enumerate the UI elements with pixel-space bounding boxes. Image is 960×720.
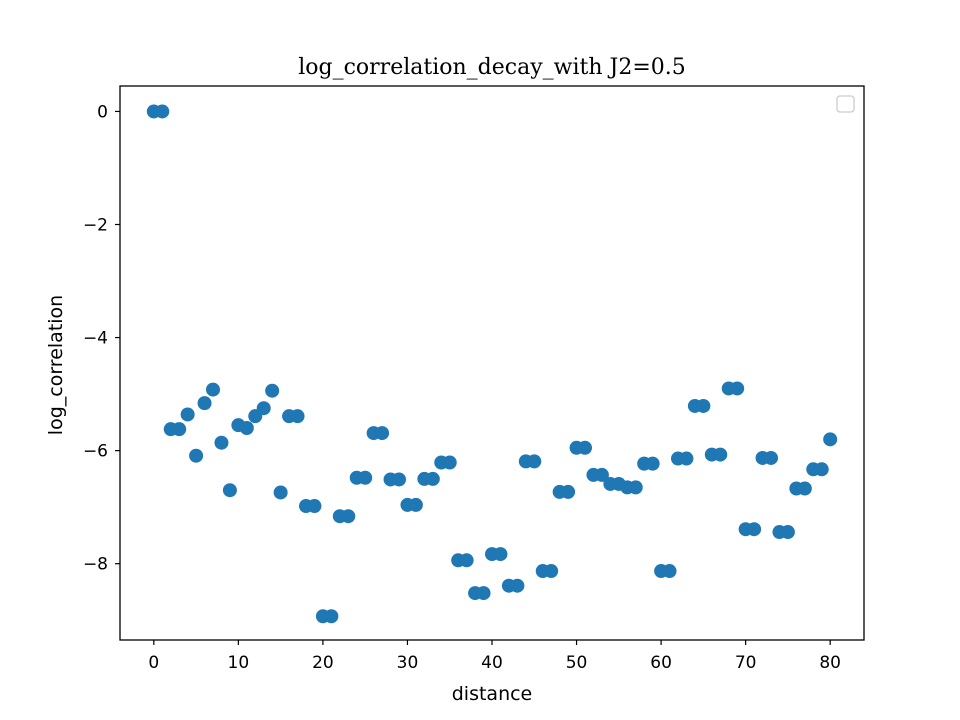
data-point [764, 450, 778, 465]
data-point [239, 421, 254, 436]
data-point [214, 435, 229, 450]
y-axis-label: log_correlation [45, 295, 67, 435]
data-point [358, 470, 373, 485]
data-point [594, 467, 609, 482]
data-point [265, 383, 280, 398]
data-point [814, 462, 829, 477]
data-point [780, 525, 795, 540]
data-point [544, 564, 559, 579]
data-point [493, 547, 508, 562]
data-point [222, 483, 237, 498]
x-tick-label: 70 [735, 653, 757, 673]
x-tick-label: 80 [819, 653, 841, 673]
data-point [679, 451, 694, 466]
data-point [476, 586, 491, 601]
data-point [206, 382, 220, 397]
x-tick-label: 40 [481, 653, 503, 673]
chart-title: log_correlation_decay_with J2=0.5 [298, 55, 686, 80]
x-tick-label: 10 [228, 653, 250, 673]
data-point [730, 381, 745, 396]
data-point [189, 448, 204, 463]
data-point [628, 480, 643, 495]
data-point [823, 432, 838, 447]
data-point [713, 447, 728, 462]
data-point [459, 553, 474, 568]
data-point [645, 456, 660, 471]
data-point [797, 481, 812, 496]
data-point [172, 422, 187, 437]
data-point [256, 401, 271, 416]
y-tick-label: −8 [83, 555, 108, 575]
data-point [324, 609, 339, 624]
y-tick-label: −4 [83, 329, 108, 349]
legend-box [836, 95, 855, 113]
data-point [408, 497, 423, 512]
data-point [510, 578, 525, 593]
data-point [290, 409, 305, 424]
y-tick-label: 0 [97, 102, 108, 122]
data-points [146, 104, 838, 624]
data-point [392, 472, 406, 487]
data-point [561, 484, 576, 499]
x-axis: 0 10 20 30 40 50 60 70 80 [148, 640, 841, 673]
data-point [180, 407, 195, 422]
data-point [341, 509, 356, 524]
x-tick-label: 0 [148, 653, 159, 673]
data-point [747, 522, 762, 537]
x-tick-label: 30 [397, 653, 419, 673]
data-point [307, 499, 322, 514]
y-tick-label: −6 [83, 442, 108, 462]
data-point [425, 471, 440, 486]
data-point [662, 564, 677, 579]
data-point [155, 104, 170, 119]
x-axis-label: distance [452, 683, 533, 705]
data-point [197, 396, 212, 411]
x-tick-label: 20 [312, 653, 334, 673]
y-tick-label: −2 [83, 216, 108, 236]
x-tick-label: 50 [566, 653, 588, 673]
x-tick-label: 60 [650, 653, 672, 673]
data-point [375, 426, 390, 441]
data-point [273, 485, 288, 500]
data-point [578, 440, 592, 455]
data-point [696, 398, 711, 413]
data-point [442, 455, 457, 470]
y-axis: 0 −2 −4 −6 −8 [83, 102, 120, 575]
data-point [527, 454, 542, 469]
